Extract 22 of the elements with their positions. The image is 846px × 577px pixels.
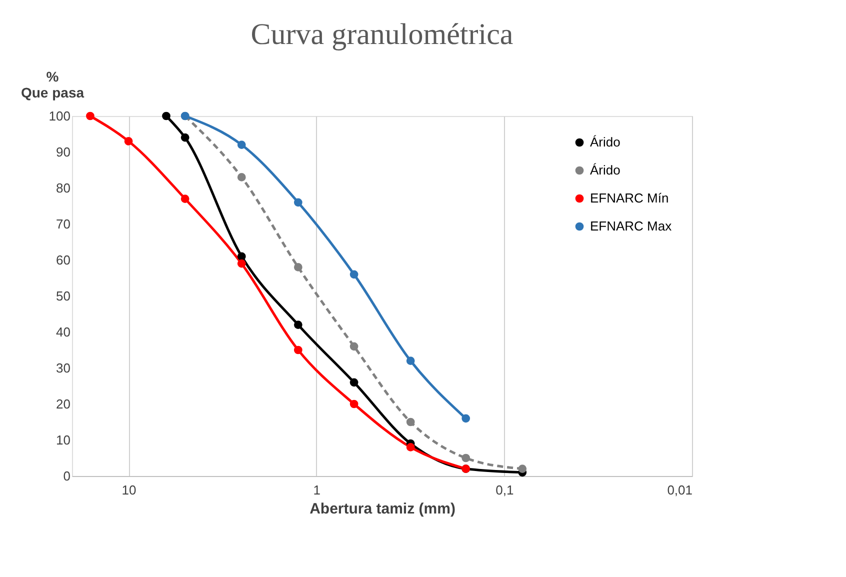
- x-tick-label: 0,1: [496, 482, 514, 498]
- y-tick-label: 10: [56, 432, 70, 448]
- y-tick-label: 30: [56, 360, 70, 376]
- y-tick-label: 40: [56, 324, 70, 340]
- legend-label: EFNARC Max: [590, 218, 672, 234]
- y-tick-label: 100: [48, 108, 70, 124]
- legend-label: Árido: [590, 162, 620, 178]
- y-tick-label: 70: [56, 216, 70, 232]
- y-tick-label: 0: [63, 468, 70, 484]
- x-tick-label: 0,01: [667, 482, 692, 498]
- y-tick-label: 60: [56, 252, 70, 268]
- y-axis-title: % Que pasa: [20, 68, 84, 100]
- legend-label: Árido: [590, 134, 620, 150]
- x-tick-label: 10: [122, 482, 136, 498]
- y-tick-label: 80: [56, 180, 70, 196]
- x-axis-title: Abertura tamiz (mm): [310, 500, 456, 518]
- legend-label: EFNARC Mín: [590, 190, 669, 206]
- x-tick-label: 1: [313, 482, 320, 498]
- y-tick-label: 50: [56, 288, 70, 304]
- y-tick-label: 20: [56, 396, 70, 412]
- chart-title: Curva granulométrica: [250, 18, 514, 51]
- y-tick-label: 90: [56, 144, 70, 160]
